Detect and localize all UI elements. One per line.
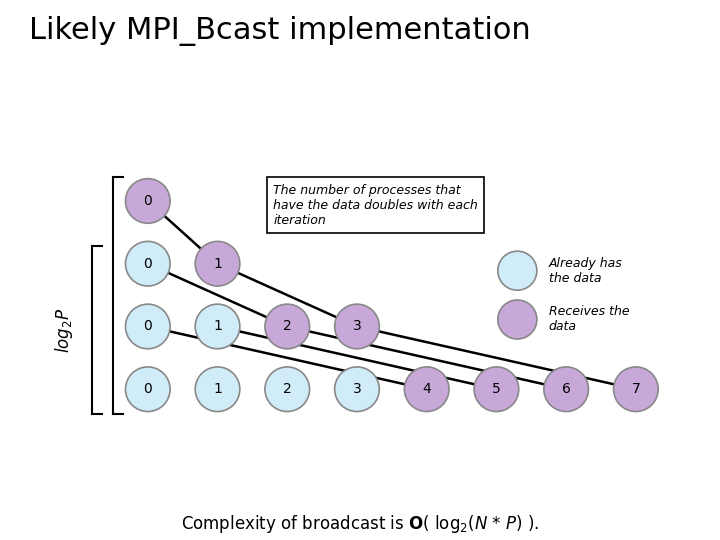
Circle shape bbox=[335, 367, 379, 411]
Circle shape bbox=[613, 367, 658, 411]
Text: 0: 0 bbox=[143, 256, 152, 271]
Circle shape bbox=[125, 179, 170, 223]
Text: The number of processes that
have the data doubles with each
iteration: The number of processes that have the da… bbox=[274, 184, 478, 226]
Text: 2: 2 bbox=[283, 320, 292, 334]
Text: log$_2$P: log$_2$P bbox=[53, 307, 75, 353]
Circle shape bbox=[125, 367, 170, 411]
Circle shape bbox=[405, 367, 449, 411]
Text: 1: 1 bbox=[213, 382, 222, 396]
Text: 0: 0 bbox=[143, 320, 152, 334]
Circle shape bbox=[125, 304, 170, 349]
Text: Complexity of broadcast is $\mathbf{O}$( log$_2$($N$ * $P$) ).: Complexity of broadcast is $\mathbf{O}$(… bbox=[181, 512, 539, 535]
Text: Likely MPI_Bcast implementation: Likely MPI_Bcast implementation bbox=[29, 16, 531, 46]
Circle shape bbox=[265, 367, 310, 411]
Circle shape bbox=[498, 300, 537, 339]
Text: 7: 7 bbox=[631, 382, 640, 396]
Circle shape bbox=[125, 241, 170, 286]
Circle shape bbox=[195, 367, 240, 411]
Text: 5: 5 bbox=[492, 382, 501, 396]
Text: 3: 3 bbox=[353, 382, 361, 396]
Text: 1: 1 bbox=[213, 320, 222, 334]
Circle shape bbox=[195, 304, 240, 349]
Circle shape bbox=[335, 304, 379, 349]
Circle shape bbox=[195, 241, 240, 286]
Circle shape bbox=[265, 304, 310, 349]
Text: Receives the
data: Receives the data bbox=[549, 306, 629, 334]
Text: 0: 0 bbox=[143, 382, 152, 396]
Text: 2: 2 bbox=[283, 382, 292, 396]
Text: 3: 3 bbox=[353, 320, 361, 334]
Text: 1: 1 bbox=[213, 256, 222, 271]
Circle shape bbox=[498, 251, 537, 290]
Circle shape bbox=[474, 367, 518, 411]
Text: 0: 0 bbox=[143, 194, 152, 208]
Text: Already has
the data: Already has the data bbox=[549, 256, 623, 285]
Text: 4: 4 bbox=[423, 382, 431, 396]
Circle shape bbox=[544, 367, 588, 411]
Text: 6: 6 bbox=[562, 382, 570, 396]
